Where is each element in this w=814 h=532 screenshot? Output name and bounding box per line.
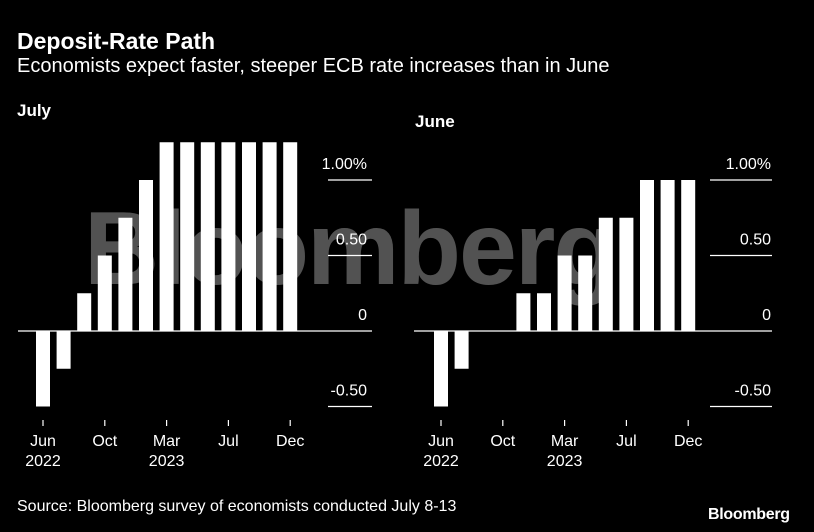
bar-june-11 bbox=[660, 180, 675, 331]
bar-july-4 bbox=[118, 217, 133, 331]
x-tick-year-july-0: 2022 bbox=[25, 453, 61, 470]
bar-july-12 bbox=[283, 142, 298, 331]
bar-june-7 bbox=[578, 255, 593, 331]
y-tick-label-june-3: -0.50 bbox=[735, 383, 772, 400]
y-tick-label-july-1: 0.50 bbox=[336, 232, 367, 249]
bar-july-6 bbox=[159, 142, 174, 331]
source-note: Source: Bloomberg survey of economists c… bbox=[17, 498, 457, 515]
bar-july-11 bbox=[262, 142, 277, 331]
x-tick-label-june-4: Dec bbox=[674, 433, 702, 450]
x-tick-label-july-1: Oct bbox=[92, 433, 117, 450]
bar-june-0 bbox=[434, 331, 448, 407]
bar-july-8 bbox=[200, 142, 215, 331]
x-tick-year-june-2: 2023 bbox=[547, 453, 583, 470]
x-tick-label-july-2: Mar bbox=[153, 433, 181, 450]
panel-label-july: July bbox=[17, 101, 52, 120]
y-tick-label-june-1: 0.50 bbox=[740, 232, 771, 249]
chart-title: Deposit-Rate Path bbox=[17, 28, 216, 54]
bar-july-0 bbox=[36, 331, 50, 407]
x-tick-label-june-2: Mar bbox=[551, 433, 579, 450]
bar-june-4 bbox=[516, 293, 531, 331]
x-tick-label-june-0: Jun bbox=[428, 433, 454, 450]
bloomberg-logo: Bloomberg bbox=[708, 506, 790, 523]
x-tick-label-june-1: Oct bbox=[490, 433, 515, 450]
bar-june-1 bbox=[454, 331, 469, 369]
panel-label-june: June bbox=[415, 112, 455, 131]
bar-july-10 bbox=[242, 142, 256, 331]
bar-june-8 bbox=[598, 217, 613, 331]
bar-july-3 bbox=[97, 255, 112, 331]
bar-july-9 bbox=[221, 142, 236, 331]
y-tick-label-july-0: 1.00% bbox=[322, 156, 367, 173]
bar-july-1 bbox=[56, 331, 71, 369]
y-tick-label-july-2: 0 bbox=[358, 307, 367, 324]
y-tick-label-july-3: -0.50 bbox=[331, 383, 368, 400]
x-tick-year-july-2: 2023 bbox=[149, 453, 185, 470]
x-tick-label-june-3: Jul bbox=[616, 433, 636, 450]
x-tick-label-july-4: Dec bbox=[276, 433, 304, 450]
bar-july-5 bbox=[139, 180, 153, 331]
y-tick-label-june-0: 1.00% bbox=[726, 156, 771, 173]
bar-june-6 bbox=[557, 255, 572, 331]
y-tick-label-june-2: 0 bbox=[762, 307, 771, 324]
bar-june-12 bbox=[681, 180, 696, 331]
chart-subtitle: Economists expect faster, steeper ECB ra… bbox=[17, 55, 610, 77]
bar-july-7 bbox=[180, 142, 195, 331]
bar-july-2 bbox=[77, 293, 92, 331]
x-tick-year-june-0: 2022 bbox=[423, 453, 459, 470]
bar-june-9 bbox=[619, 217, 634, 331]
bar-june-10 bbox=[640, 180, 654, 331]
bar-june-5 bbox=[537, 293, 551, 331]
x-tick-label-july-3: Jul bbox=[218, 433, 238, 450]
x-tick-label-july-0: Jun bbox=[30, 433, 56, 450]
